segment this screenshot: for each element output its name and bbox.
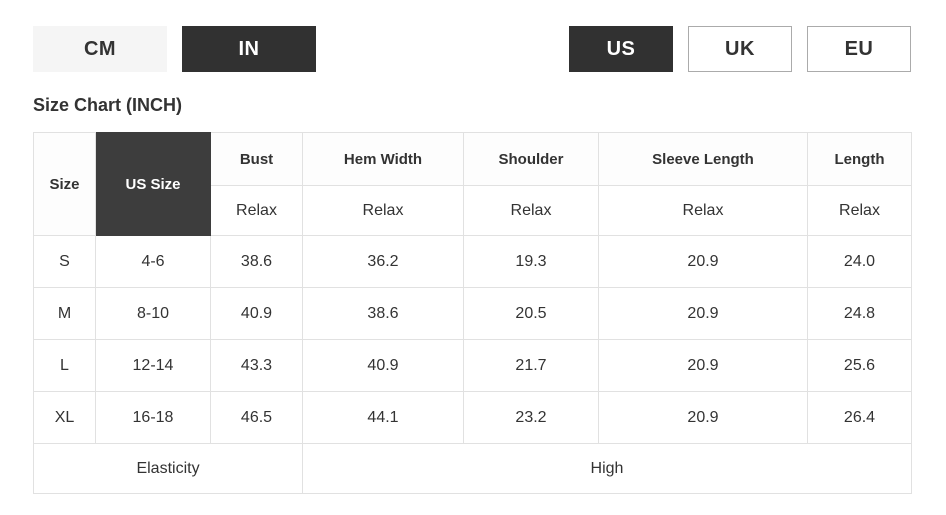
column-header-shoulder: Shoulder [463, 132, 599, 186]
cell-length: 24.0 [807, 235, 912, 288]
fit-cell-length: Relax [807, 185, 912, 236]
cell-bust: 40.9 [210, 287, 303, 340]
cell-shoulder: 20.5 [463, 287, 599, 340]
table-row-l: L 12-14 43.3 40.9 21.7 20.9 25.6 [33, 339, 912, 392]
cell-size: M [33, 287, 96, 340]
cell-bust: 43.3 [210, 339, 303, 392]
cell-us-size: 16-18 [95, 391, 211, 444]
cell-length: 24.8 [807, 287, 912, 340]
page-title: Size Chart (INCH) [33, 95, 183, 115]
cell-hem-width: 38.6 [302, 287, 464, 340]
fit-cell-sleeve-length: Relax [598, 185, 808, 236]
cell-hem-width: 44.1 [302, 391, 464, 444]
cell-length: 25.6 [807, 339, 912, 392]
size-chart-table: Size US Size Bust Hem Width Shoulder Sle… [33, 132, 912, 494]
column-header-bust: Bust [210, 132, 303, 186]
region-toggle-us[interactable]: US [569, 26, 673, 72]
cell-size: L [33, 339, 96, 392]
cell-sleeve-length: 20.9 [598, 287, 808, 340]
table-row-s: S 4-6 38.6 36.2 19.3 20.9 24.0 [33, 235, 912, 288]
header-row-labels: Size US Size Bust Hem Width Shoulder Sle… [33, 132, 912, 236]
cell-hem-width: 40.9 [302, 339, 464, 392]
cell-hem-width: 36.2 [302, 235, 464, 288]
elasticity-row: Elasticity High [33, 443, 912, 494]
cell-size: XL [33, 391, 96, 444]
cell-bust: 38.6 [210, 235, 303, 288]
cell-shoulder: 23.2 [463, 391, 599, 444]
fit-cell-bust: Relax [210, 185, 303, 236]
elasticity-value: High [302, 443, 912, 494]
cell-shoulder: 19.3 [463, 235, 599, 288]
region-toggle-eu[interactable]: EU [807, 26, 911, 72]
cell-shoulder: 21.7 [463, 339, 599, 392]
fit-cell-shoulder: Relax [463, 185, 599, 236]
cell-bust: 46.5 [210, 391, 303, 444]
unit-toggle-group: CM IN [33, 26, 316, 72]
column-header-us-size: US Size [95, 132, 211, 236]
elasticity-label: Elasticity [33, 443, 303, 494]
unit-toggle-in[interactable]: IN [182, 26, 316, 72]
fit-cell-hem-width: Relax [302, 185, 464, 236]
region-toggle-uk[interactable]: UK [688, 26, 792, 72]
header-row-fit: Relax Relax Relax Relax Relax [34, 185, 912, 236]
toggle-bar: CM IN US UK EU [33, 26, 911, 72]
unit-toggle-cm[interactable]: CM [33, 26, 167, 72]
size-chart-panel: CM IN US UK EU Size Chart (INCH) Size US… [33, 26, 912, 494]
cell-sleeve-length: 20.9 [598, 391, 808, 444]
column-header-size: Size [33, 132, 96, 236]
cell-us-size: 12-14 [95, 339, 211, 392]
table-row-m: M 8-10 40.9 38.6 20.5 20.9 24.8 [33, 287, 912, 340]
cell-size: S [33, 235, 96, 288]
table-row-xl: XL 16-18 46.5 44.1 23.2 20.9 26.4 [33, 391, 912, 444]
cell-length: 26.4 [807, 391, 912, 444]
cell-us-size: 8-10 [95, 287, 211, 340]
column-header-sleeve-length: Sleeve Length [598, 132, 808, 186]
column-header-hem-width: Hem Width [302, 132, 464, 186]
cell-sleeve-length: 20.9 [598, 235, 808, 288]
cell-sleeve-length: 20.9 [598, 339, 808, 392]
cell-us-size: 4-6 [95, 235, 211, 288]
column-header-length: Length [807, 132, 912, 186]
region-toggle-group: US UK EU [569, 26, 911, 72]
